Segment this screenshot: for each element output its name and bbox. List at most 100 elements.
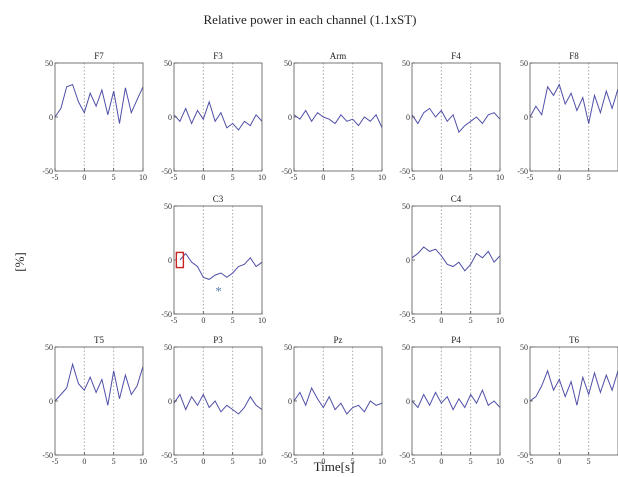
panel-title: Arm xyxy=(330,51,347,61)
x-tick-label: 10 xyxy=(496,457,504,466)
x-tick-label: -5 xyxy=(171,173,178,182)
y-tick-label: 0 xyxy=(49,397,53,406)
x-tick-label: 10 xyxy=(258,457,266,466)
x-tick-label: -5 xyxy=(409,316,416,325)
panel-title: T5 xyxy=(94,335,104,345)
y-tick-label: 0 xyxy=(49,113,53,122)
panel-title: F3 xyxy=(213,51,223,61)
trace-arm xyxy=(294,109,382,129)
panel-title: F4 xyxy=(451,51,461,61)
x-tick-label: -5 xyxy=(409,173,416,182)
x-tick-label: 5 xyxy=(469,173,473,182)
trace-f8 xyxy=(530,83,618,124)
x-tick-label: -5 xyxy=(171,316,178,325)
panel-title: C4 xyxy=(451,194,462,204)
x-tick-label: -5 xyxy=(171,457,178,466)
x-tick-label: 5 xyxy=(231,457,235,466)
x-tick-label: 5 xyxy=(587,457,591,466)
trace-p3 xyxy=(174,393,262,415)
panel-title: T6 xyxy=(569,335,579,345)
x-tick-label: 5 xyxy=(351,173,355,182)
x-tick-label: 0 xyxy=(201,316,205,325)
y-tick-label: 50 xyxy=(284,59,292,68)
y-tick-label: 0 xyxy=(288,397,292,406)
x-tick-label: 5 xyxy=(351,457,355,466)
panel-title: Pz xyxy=(334,335,343,345)
panel-title: P3 xyxy=(213,335,223,345)
x-tick-label: 5 xyxy=(112,173,116,182)
trace-f7 xyxy=(55,83,143,124)
x-tick-label: 10 xyxy=(258,173,266,182)
x-tick-label: 5 xyxy=(231,316,235,325)
y-tick-label: 50 xyxy=(164,343,172,352)
x-tick-label: 0 xyxy=(82,173,86,182)
y-tick-label: 50 xyxy=(284,343,292,352)
y-tick-label: -50 xyxy=(42,167,53,176)
y-tick-label: -50 xyxy=(399,451,410,460)
panel-title: F8 xyxy=(569,51,579,61)
x-tick-label: 0 xyxy=(557,173,561,182)
y-tick-label: -50 xyxy=(399,167,410,176)
y-tick-label: 50 xyxy=(45,343,53,352)
x-tick-label: 10 xyxy=(496,173,504,182)
x-tick-label: 5 xyxy=(231,173,235,182)
x-tick-label: -5 xyxy=(409,457,416,466)
x-tick-label: -5 xyxy=(291,173,298,182)
y-tick-label: -50 xyxy=(42,451,53,460)
axes-box xyxy=(529,62,618,172)
x-tick-label: 10 xyxy=(258,316,266,325)
axes-box xyxy=(411,205,501,315)
y-tick-label: 0 xyxy=(406,397,410,406)
axes-box xyxy=(529,346,618,456)
panel-title: P4 xyxy=(451,335,461,345)
y-tick-label: 0 xyxy=(524,397,528,406)
x-tick-label: 10 xyxy=(378,457,386,466)
x-tick-label: 5 xyxy=(112,457,116,466)
x-tick-label: 0 xyxy=(321,457,325,466)
trace-pz xyxy=(294,386,382,415)
x-tick-label: 10 xyxy=(139,173,147,182)
x-tick-label: 5 xyxy=(587,173,591,182)
y-tick-label: 50 xyxy=(402,59,410,68)
panel-title: C3 xyxy=(213,194,224,204)
y-tick-label: 0 xyxy=(168,256,172,265)
y-tick-label: 50 xyxy=(45,59,53,68)
axes-box xyxy=(54,62,144,172)
axes-box xyxy=(173,346,263,456)
axes-box xyxy=(54,346,144,456)
trace-f3 xyxy=(174,100,262,131)
trace-p4 xyxy=(412,388,500,411)
y-axis-label: [%] xyxy=(12,252,27,272)
y-tick-label: 50 xyxy=(164,59,172,68)
y-tick-label: 0 xyxy=(168,113,172,122)
x-tick-label: 10 xyxy=(139,457,147,466)
y-tick-label: -50 xyxy=(161,451,172,460)
trace-f4 xyxy=(412,107,500,134)
trace-c4 xyxy=(412,246,500,272)
trace-t6 xyxy=(530,369,618,406)
y-tick-label: -50 xyxy=(517,167,528,176)
y-tick-label: 0 xyxy=(524,113,528,122)
significance-asterisk: * xyxy=(215,284,222,299)
y-tick-label: -50 xyxy=(517,451,528,460)
x-tick-label: 0 xyxy=(201,457,205,466)
x-tick-label: 10 xyxy=(496,316,504,325)
x-tick-label: 0 xyxy=(557,457,561,466)
y-tick-label: -50 xyxy=(281,451,292,460)
y-tick-label: 50 xyxy=(164,202,172,211)
y-tick-label: 0 xyxy=(168,397,172,406)
x-tick-label: -5 xyxy=(52,457,59,466)
x-tick-label: 0 xyxy=(321,173,325,182)
y-tick-label: 0 xyxy=(288,113,292,122)
